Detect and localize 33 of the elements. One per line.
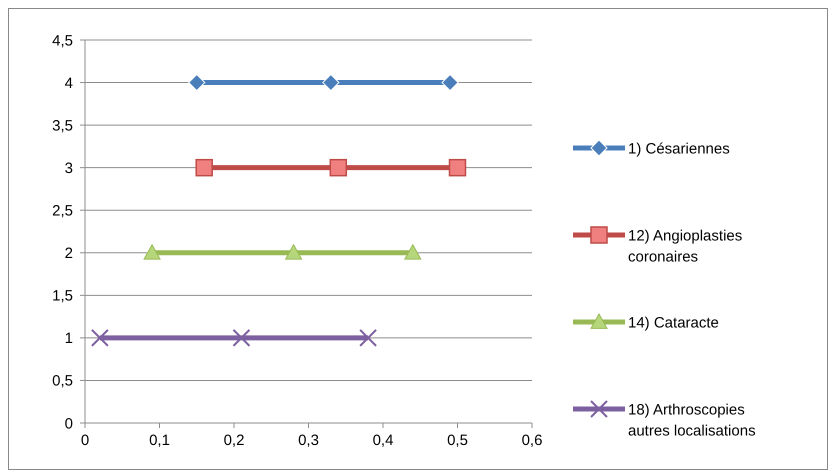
point	[188, 74, 206, 92]
x-tick-label: 0,4	[372, 432, 394, 449]
x-tick-label: 0,6	[522, 432, 542, 449]
point	[195, 158, 213, 176]
y-tick-label: 2	[64, 245, 73, 262]
x-tick-label: 0,5	[447, 432, 468, 449]
y-tick-label: 0,5	[52, 372, 73, 390]
point	[442, 74, 459, 92]
y-tick-label: 4,5	[52, 32, 73, 50]
legend-label: 14) Cataracte	[628, 314, 719, 332]
y-tick-label: 0	[64, 415, 73, 432]
point	[285, 244, 302, 260]
point	[330, 158, 348, 176]
point	[404, 244, 422, 260]
x-tick-label: 0	[80, 432, 90, 449]
point	[448, 158, 466, 176]
legend-label: 1) Césariennes	[628, 140, 730, 158]
y-tick-label: 3,5	[52, 117, 73, 134]
legend-label: 18) Arthroscopies autres localisations	[628, 401, 756, 440]
legend-label: 12) Angioplasties coronaires	[628, 227, 742, 266]
point	[90, 328, 109, 347]
point	[144, 244, 161, 260]
point	[322, 74, 340, 92]
x-tick-label: 0,2	[224, 432, 244, 449]
point	[232, 328, 250, 347]
y-tick-label: 1	[64, 330, 73, 348]
x-tick-label: 0,3	[298, 432, 319, 449]
y-tick-label: 4	[64, 74, 73, 92]
x-tick-label: 0,1	[149, 432, 170, 449]
point	[359, 328, 378, 347]
y-tick-label: 3	[64, 160, 73, 177]
y-tick-label: 1,5	[52, 288, 73, 305]
y-tick-label: 2,5	[52, 202, 73, 220]
